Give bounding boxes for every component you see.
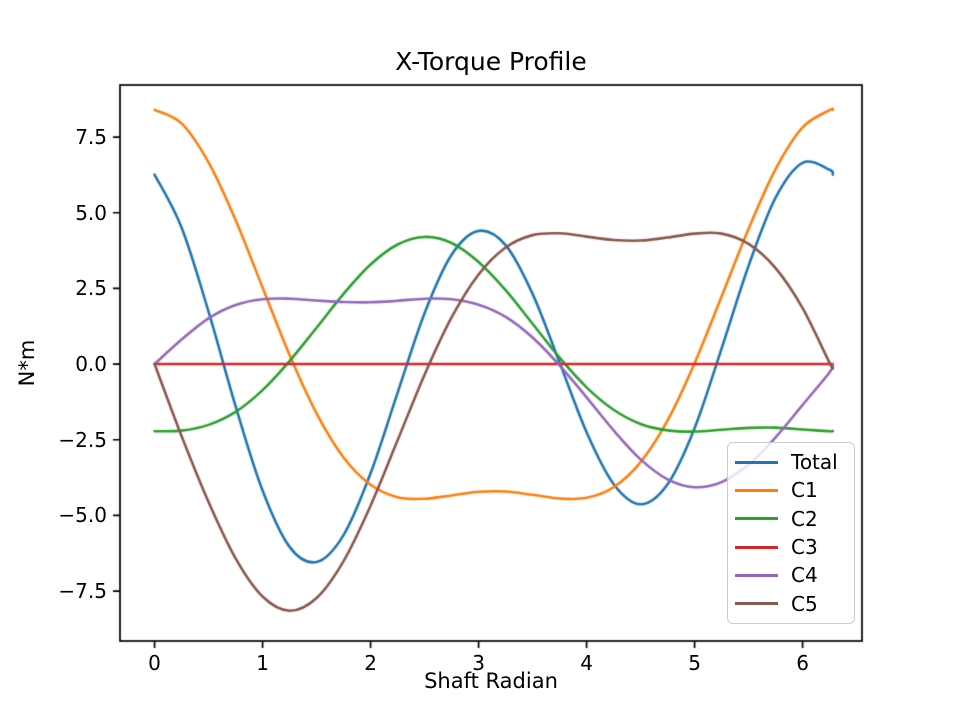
x-tick-label: 4 — [580, 651, 593, 675]
legend-line-swatch — [735, 460, 778, 464]
legend-label: Total — [791, 450, 838, 475]
legend-line-swatch — [735, 545, 778, 549]
legend-item-c5: C5 — [735, 590, 846, 618]
legend-label: C2 — [791, 506, 818, 531]
x-axis-label: Shaft Radian — [424, 669, 558, 693]
legend-line-swatch — [735, 517, 778, 521]
legend-label: C5 — [791, 591, 818, 616]
x-tick-label: 6 — [796, 651, 809, 675]
y-tick-label: −5.0 — [58, 503, 107, 528]
y-tick-label: −2.5 — [58, 427, 107, 452]
legend-item-c4: C4 — [735, 561, 846, 589]
chart-title: X-Torque Profile — [395, 47, 587, 76]
x-tick-label: 5 — [688, 651, 701, 675]
legend-label: C4 — [791, 563, 818, 588]
legend-label: C1 — [791, 478, 818, 503]
y-tick-label: 5.0 — [75, 200, 107, 225]
legend-item-c1: C1 — [735, 476, 846, 504]
y-tick-label: 2.5 — [75, 276, 107, 301]
x-tick-label: 1 — [256, 651, 269, 675]
legend-line-swatch — [735, 488, 778, 492]
legend-line-swatch — [735, 602, 778, 606]
x-tick-label: 3 — [472, 651, 485, 675]
legend-label: C3 — [791, 535, 818, 560]
legend-item-total: Total — [735, 448, 846, 476]
legend-item-c2: C2 — [735, 505, 846, 533]
legend: Total C1 C2 C3 C4 C5 — [727, 442, 855, 624]
y-tick-label: 7.5 — [75, 125, 107, 150]
legend-line-swatch — [735, 573, 778, 577]
y-tick-label: −7.5 — [58, 579, 107, 604]
legend-item-c3: C3 — [735, 533, 846, 561]
y-tick-label: 0.0 — [75, 352, 107, 377]
x-tick-label: 2 — [364, 651, 377, 675]
x-tick-label: 0 — [148, 651, 161, 675]
